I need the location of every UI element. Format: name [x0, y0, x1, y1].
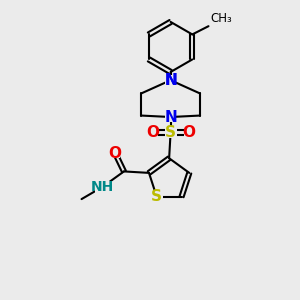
Text: S: S — [165, 125, 176, 140]
Text: O: O — [146, 125, 159, 140]
Text: N: N — [164, 110, 177, 124]
Text: NH: NH — [91, 180, 114, 194]
FancyBboxPatch shape — [110, 148, 120, 158]
Text: N: N — [164, 73, 177, 88]
FancyBboxPatch shape — [165, 75, 176, 86]
Text: O: O — [109, 146, 122, 161]
FancyBboxPatch shape — [165, 75, 176, 86]
Text: O: O — [182, 125, 195, 140]
FancyBboxPatch shape — [147, 127, 158, 138]
Text: S: S — [151, 189, 162, 204]
FancyBboxPatch shape — [184, 127, 194, 138]
Text: CH₃: CH₃ — [210, 12, 232, 25]
FancyBboxPatch shape — [165, 126, 176, 138]
Text: N: N — [164, 73, 177, 88]
FancyBboxPatch shape — [165, 112, 176, 122]
FancyBboxPatch shape — [94, 181, 111, 193]
FancyBboxPatch shape — [151, 191, 163, 203]
